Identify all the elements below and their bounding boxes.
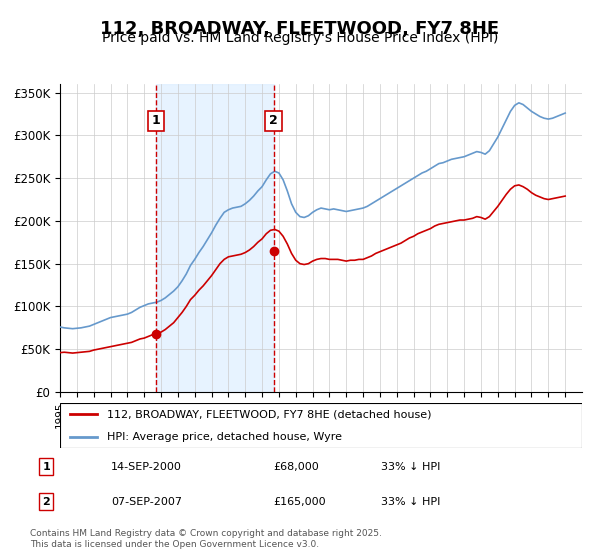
Text: 33% ↓ HPI: 33% ↓ HPI: [381, 497, 440, 507]
Text: Contains HM Land Registry data © Crown copyright and database right 2025.
This d: Contains HM Land Registry data © Crown c…: [30, 529, 382, 549]
Text: Price paid vs. HM Land Registry's House Price Index (HPI): Price paid vs. HM Land Registry's House …: [102, 31, 498, 45]
Text: £165,000: £165,000: [273, 497, 326, 507]
Text: 1: 1: [43, 461, 50, 472]
Text: 112, BROADWAY, FLEETWOOD, FY7 8HE (detached house): 112, BROADWAY, FLEETWOOD, FY7 8HE (detac…: [107, 409, 431, 419]
Text: 33% ↓ HPI: 33% ↓ HPI: [381, 461, 440, 472]
Text: 2: 2: [43, 497, 50, 507]
FancyBboxPatch shape: [60, 403, 582, 448]
Text: 07-SEP-2007: 07-SEP-2007: [111, 497, 182, 507]
Text: 14-SEP-2000: 14-SEP-2000: [111, 461, 182, 472]
Text: HPI: Average price, detached house, Wyre: HPI: Average price, detached house, Wyre: [107, 432, 342, 442]
Bar: [156, 84, 274, 392]
Text: 1: 1: [152, 114, 160, 128]
Text: 2: 2: [269, 114, 278, 128]
Text: 112, BROADWAY, FLEETWOOD, FY7 8HE: 112, BROADWAY, FLEETWOOD, FY7 8HE: [100, 20, 500, 38]
Text: £68,000: £68,000: [273, 461, 319, 472]
